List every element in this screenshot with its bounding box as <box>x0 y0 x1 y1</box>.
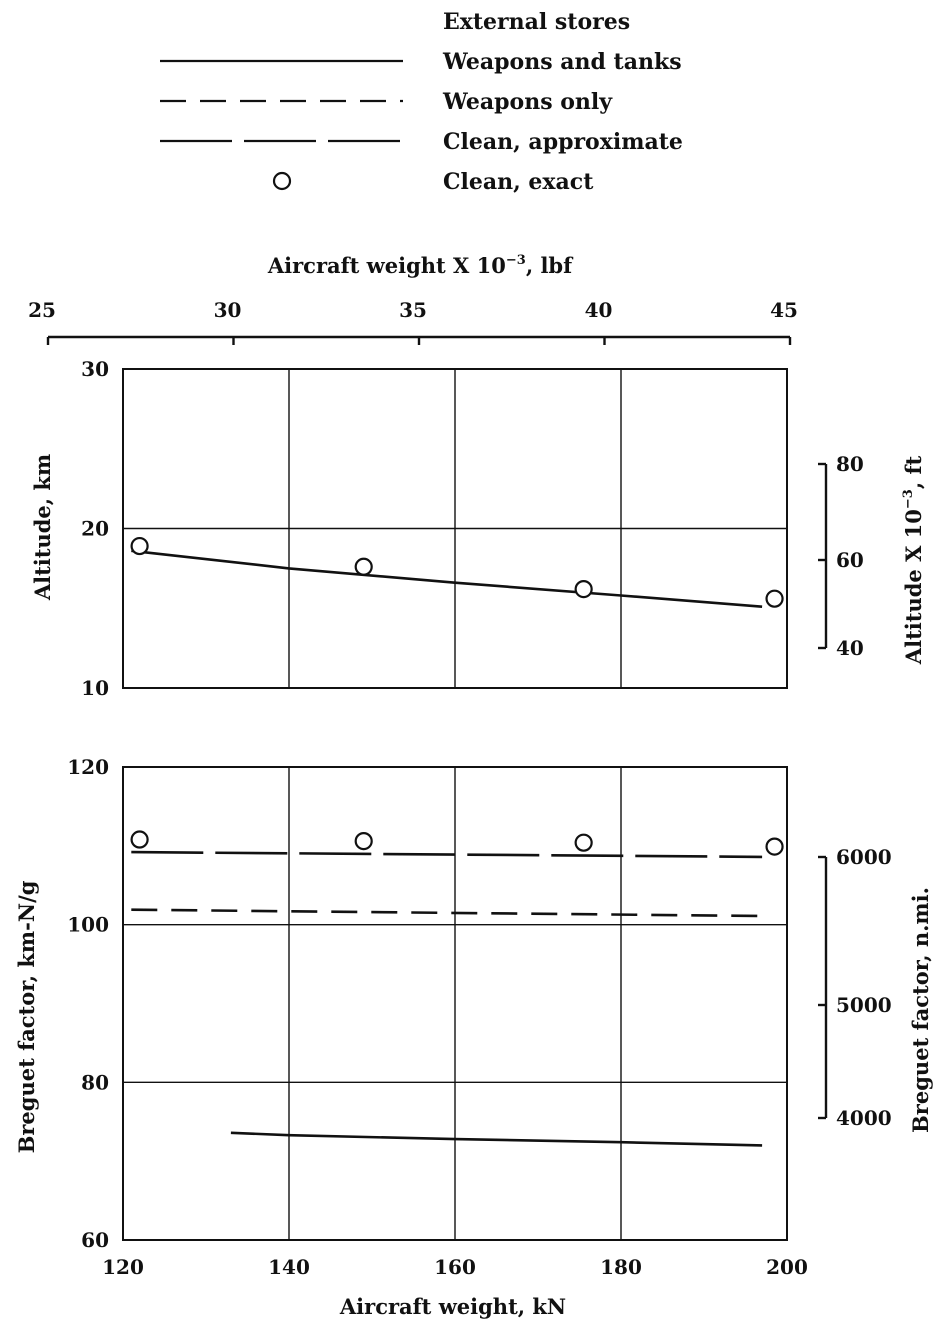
series-line-weapons-only <box>131 908 763 918</box>
y-tick-label: 60 <box>81 1228 109 1252</box>
plot-frame <box>122 766 788 1241</box>
right-axis-tick-label: 6000 <box>836 845 892 869</box>
breguet-y-axis-label: Breguet factor, km-N/g <box>14 880 39 1153</box>
series-line-weapons-tanks <box>230 1131 763 1147</box>
data-point-clean-exact <box>354 832 373 851</box>
y-tick-label: 120 <box>67 755 109 779</box>
legend-label-clean-exact: Clean, exact <box>443 169 594 195</box>
x-tick-label: 120 <box>102 1255 144 1279</box>
series-line-clean-approx <box>131 850 763 859</box>
right-axis-tick-label: 40 <box>836 636 864 660</box>
data-point-clean-exact <box>354 557 373 576</box>
data-point-clean-exact <box>765 589 784 608</box>
legend: External stores Weapons and tanks Weapon… <box>160 9 683 195</box>
x-tick-label: 160 <box>434 1255 476 1279</box>
data-point-clean-exact <box>765 837 784 856</box>
top-axis-title: Aircraft weight X 10−3, lbf <box>267 253 574 278</box>
data-point-clean-exact <box>574 833 593 852</box>
data-point-clean-exact <box>574 580 593 599</box>
legend-title: External stores <box>443 9 630 35</box>
altitude-right-axis-label: Altitude X 10−3, ft <box>901 455 926 665</box>
y-tick-label: 10 <box>81 676 109 700</box>
y-tick-label: 80 <box>81 1070 109 1094</box>
right-axis-tick-label: 5000 <box>836 993 892 1017</box>
x-tick-label: 180 <box>600 1255 642 1279</box>
x-axis-title: Aircraft weight, kN <box>339 1294 566 1319</box>
right-axis-tick-label: 4000 <box>836 1106 892 1130</box>
top-axis-tick-label: 25 <box>28 298 56 322</box>
right-axis-tick-label: 80 <box>836 452 864 476</box>
altitude-panel: 10 20 30 40 60 80 <box>81 357 864 700</box>
top-axis-tick-label: 30 <box>214 298 242 322</box>
y-tick-label: 20 <box>81 517 109 541</box>
plot-frame <box>122 368 788 689</box>
y-tick-label: 30 <box>81 357 109 381</box>
legend-marker-clean-exact <box>272 171 292 191</box>
y-tick-label: 100 <box>67 913 109 937</box>
data-point-clean-exact <box>130 536 149 556</box>
x-tick-label: 140 <box>268 1255 310 1279</box>
top-axis: 25 30 35 40 45 <box>28 298 798 345</box>
legend-label-weapons-only: Weapons only <box>442 89 613 115</box>
data-point-clean-exact <box>130 830 149 849</box>
breguet-right-axis-label: Breguet factor, n.mi. <box>908 887 933 1133</box>
legend-label-clean-approx: Clean, approximate <box>443 129 683 155</box>
altitude-y-axis-label: Altitude, km <box>30 454 55 601</box>
right-axis-tick-label: 60 <box>836 548 864 572</box>
top-axis-tick-label: 40 <box>585 298 613 322</box>
legend-label-weapons-tanks: Weapons and tanks <box>442 49 682 75</box>
breguet-panel: 120 140 160 180 200 60 80 100 120 4000 5000 6000 <box>67 755 891 1279</box>
series-line-weapons-tanks <box>131 549 763 608</box>
x-tick-label: 200 <box>766 1255 808 1279</box>
top-axis-tick-label: 35 <box>399 298 427 322</box>
top-axis-tick-label: 45 <box>770 298 798 322</box>
